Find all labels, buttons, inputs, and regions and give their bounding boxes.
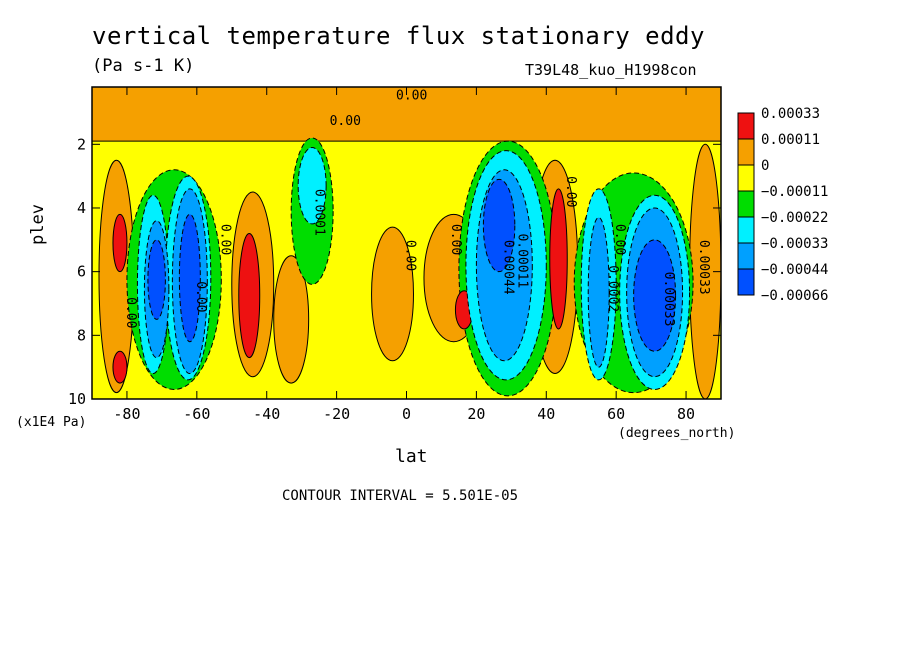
contour-region: [92, 87, 721, 142]
legend-swatch: [737, 268, 755, 296]
contour-label: 0.00011: [514, 233, 529, 288]
contour-label: 0.00: [217, 224, 232, 255]
contour-label: 0.00: [330, 114, 361, 129]
contour-label: 0.00: [123, 297, 138, 328]
contour-label: 0.00033: [661, 272, 676, 327]
x-tick-label: -80: [113, 405, 140, 423]
contour-label: 0.00: [396, 89, 427, 104]
x-tick-label: 20: [467, 405, 485, 423]
contour-interval: CONTOUR INTERVAL = 5.501E-05: [282, 488, 519, 504]
contour-region: [112, 350, 128, 384]
x-tick-label: 60: [607, 405, 625, 423]
contour-region: [297, 146, 327, 225]
y-tick-label: 4: [77, 199, 86, 217]
legend-label: 0.00033: [761, 106, 820, 122]
y-tick-label: 8: [77, 326, 86, 344]
legend-label: 0.00011: [761, 132, 820, 148]
legend-swatch: [737, 164, 755, 192]
contour-region: [587, 217, 610, 368]
y-axis-unit: (x1E4 Pa): [16, 415, 87, 430]
legend-label: −0.00044: [761, 262, 828, 278]
legend-swatch: [737, 216, 755, 244]
x-axis-unit: (degrees_north): [618, 426, 736, 441]
x-tick-label: -40: [253, 405, 280, 423]
chart-title: vertical temperature flux stationary edd…: [92, 22, 705, 50]
y-tick-label: 6: [77, 263, 86, 281]
contour-label: 0.00: [403, 240, 418, 271]
legend-label: −0.00033: [761, 236, 828, 252]
x-tick-label: 40: [537, 405, 555, 423]
legend-swatch: [737, 138, 755, 166]
contour-region: [482, 178, 516, 273]
contour-region: [633, 239, 677, 352]
legend-label: 0: [761, 158, 769, 174]
legend-swatch: [737, 242, 755, 270]
legend-label: −0.00011: [761, 184, 828, 200]
contour-label: 0.00044: [500, 240, 515, 295]
contour-region: [371, 226, 414, 362]
contour-label: 0.00: [448, 224, 463, 255]
chart-units: (Pa s-1 K): [92, 56, 195, 76]
contour-label: 0.00033: [696, 240, 711, 295]
legend-label: −0.00066: [761, 288, 828, 304]
contour-label: 0.0002: [605, 265, 620, 312]
contour-region: [178, 213, 201, 343]
contour-label: 0.00: [612, 224, 627, 255]
x-tick-label: 80: [677, 405, 695, 423]
contour-region: [238, 232, 261, 359]
contour-label: 0.00: [563, 176, 578, 207]
x-tick-label: -60: [183, 405, 210, 423]
x-tick-label: -20: [323, 405, 350, 423]
contour-region: [273, 255, 310, 384]
x-axis-label: lat: [395, 446, 428, 467]
legend-swatch: [737, 190, 755, 218]
y-tick-label: 10: [68, 390, 86, 408]
contour-label: 0.00: [193, 281, 208, 312]
y-tick-label: 2: [77, 135, 86, 153]
run-id: T39L48_kuo_H1998con: [525, 61, 697, 79]
contour-region: [112, 213, 128, 273]
contour-region: [147, 239, 166, 320]
legend-label: −0.00022: [761, 210, 828, 226]
x-tick-label: 0: [402, 405, 411, 423]
contour-region: [549, 188, 568, 330]
legend-swatch: [737, 112, 755, 140]
contour-label: 0.0001: [312, 189, 327, 236]
